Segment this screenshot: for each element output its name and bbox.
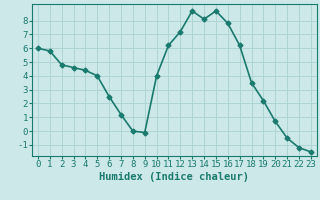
X-axis label: Humidex (Indice chaleur): Humidex (Indice chaleur) bbox=[100, 172, 249, 182]
